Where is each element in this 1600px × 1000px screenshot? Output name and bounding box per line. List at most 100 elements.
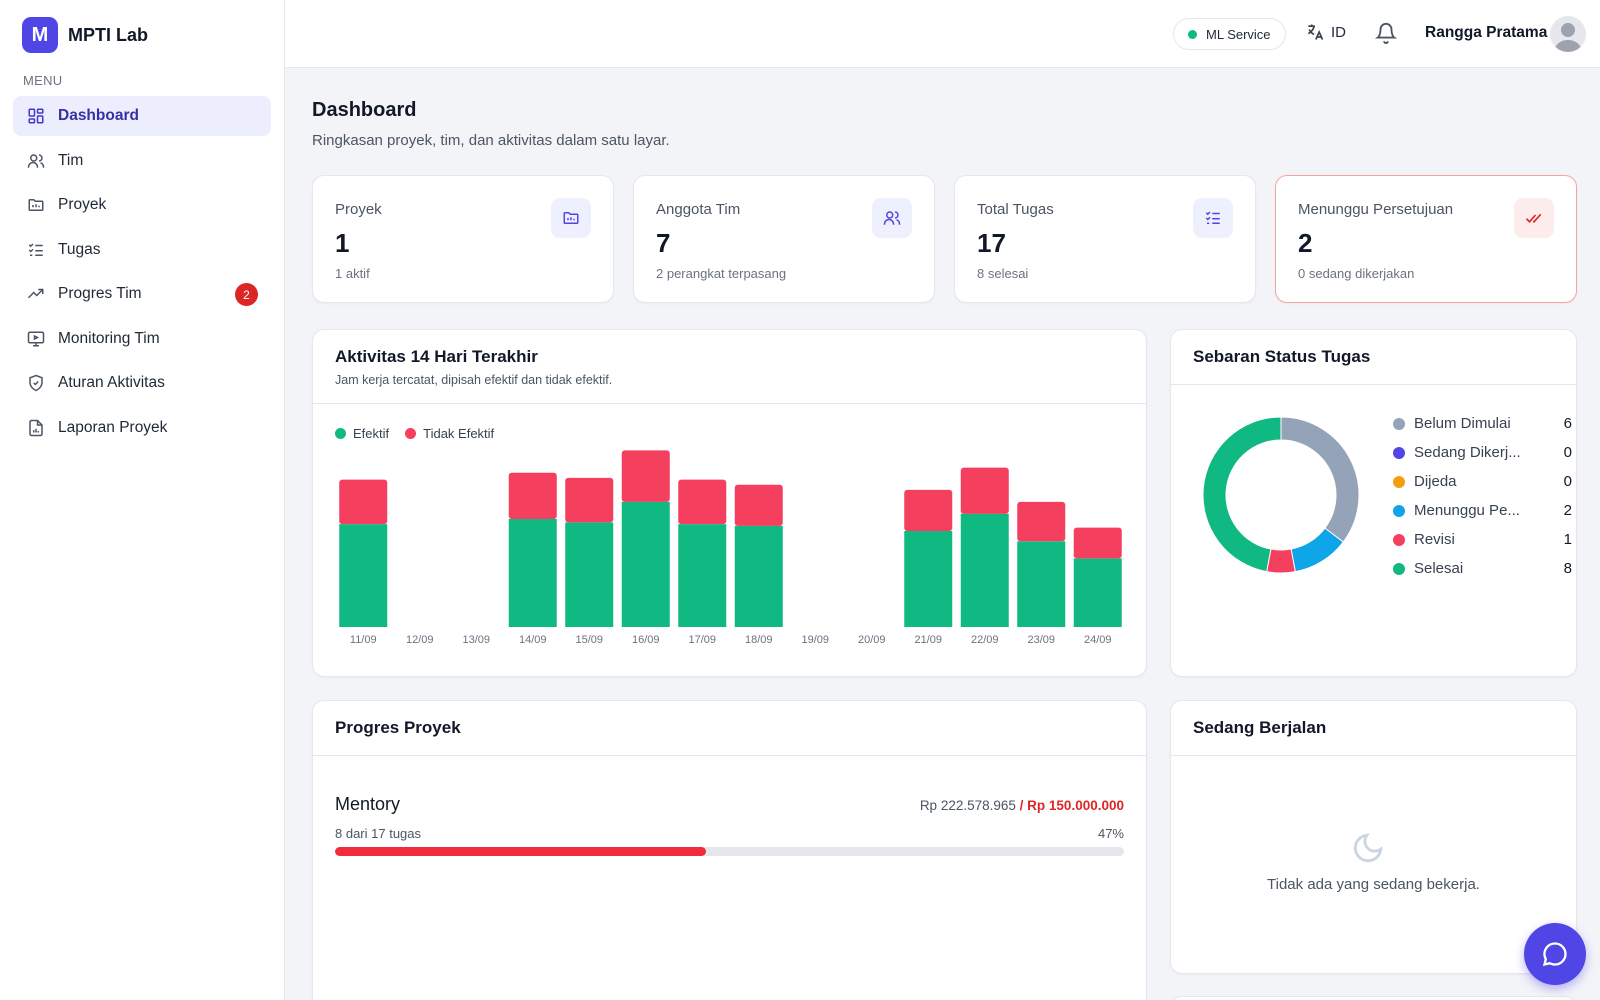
- stat-card-anggota-tim[interactable]: Anggota Tim 7 2 perangkat terpasang: [633, 175, 935, 303]
- card-title: Sebaran Status Tugas: [1193, 347, 1371, 366]
- card-header: Aktivitas 14 Hari Terakhir Jam kerja ter…: [313, 330, 1146, 404]
- legend-dot: [335, 428, 346, 439]
- stat-card-total-tugas[interactable]: Total Tugas 17 8 selesai: [954, 175, 1256, 303]
- sidebar-item-tugas[interactable]: Tugas: [13, 230, 271, 270]
- card-header: Progres Proyek: [313, 701, 1146, 756]
- bar-efektif-24-09[interactable]: [1073, 558, 1122, 627]
- x-tick-label: 18/09: [745, 634, 773, 646]
- legend-item-efektif[interactable]: Efektif: [335, 426, 389, 441]
- legend-label: Efektif: [353, 426, 390, 441]
- bar-tidak-efektif-11-09[interactable]: [339, 479, 388, 525]
- bar-efektif-17-09[interactable]: [678, 524, 727, 627]
- notification-badge: 2: [235, 283, 258, 306]
- users-icon: [872, 198, 912, 238]
- sidebar-item-proyek[interactable]: Proyek: [13, 185, 271, 225]
- stat-sub: 0 sedang dikerjakan: [1298, 266, 1415, 281]
- bar-tidak-efektif-18-09[interactable]: [734, 484, 783, 526]
- stats-row: Proyek 1 1 aktif Anggota Tim 7 2 perangk…: [312, 175, 1577, 303]
- checklist-icon: [26, 240, 46, 260]
- stat-card-proyek[interactable]: Proyek 1 1 aktif: [312, 175, 614, 303]
- user-name[interactable]: Rangga Pratama: [1425, 24, 1548, 41]
- x-tick-label: 14/09: [519, 634, 547, 646]
- project-task-count: 8 dari 17 tugas: [335, 826, 422, 841]
- bar-efektif-22-09[interactable]: [960, 513, 1009, 627]
- bar-efektif-11-09[interactable]: [339, 524, 388, 627]
- legend-item-revisi[interactable]: Revisi 1: [1393, 525, 1573, 554]
- x-tick-label: 11/09: [350, 634, 377, 646]
- budget-spent: Rp 222.578.965: [919, 798, 1016, 813]
- dashboard-grid-icon: [26, 106, 46, 126]
- sidebar-item-tim[interactable]: Tim: [13, 141, 271, 181]
- bar-efektif-18-09[interactable]: [734, 525, 783, 627]
- card-title: Aktivitas 14 Hari Terakhir: [335, 347, 538, 366]
- x-tick-label: 24/09: [1084, 634, 1112, 646]
- legend-item-tidak-efektif[interactable]: Tidak Efektif: [405, 426, 494, 441]
- sidebar-item-dashboard[interactable]: Dashboard: [13, 96, 271, 136]
- legend-dot: [1393, 475, 1405, 488]
- bar-tidak-efektif-17-09[interactable]: [678, 479, 727, 525]
- sidebar-item-laporan-proyek[interactable]: Laporan Proyek: [13, 408, 271, 448]
- stat-card-menunggu-persetujuan[interactable]: Menunggu Persetujuan 2 0 sedang dikerjak…: [1275, 175, 1577, 303]
- stat-value: 2: [1298, 228, 1313, 258]
- bar-tidak-efektif-15-09[interactable]: [565, 477, 614, 523]
- sidebar-item-monitoring-tim[interactable]: Monitoring Tim: [13, 319, 271, 359]
- language-switcher[interactable]: ID: [1305, 22, 1346, 42]
- running-card: Sedang Berjalan Tidak ada yang sedang be…: [1170, 700, 1577, 974]
- donut-slice-selesai[interactable]: [1202, 416, 1282, 573]
- brand[interactable]: M MPTI Lab: [0, 0, 284, 70]
- empty-state-text: Tidak ada yang sedang bekerja.: [1267, 876, 1480, 893]
- users-icon: [26, 151, 46, 171]
- bar-efektif-15-09[interactable]: [565, 522, 614, 627]
- legend-dot: [1393, 533, 1405, 546]
- stat-sub: 8 selesai: [977, 266, 1029, 281]
- donut-slice-revisi[interactable]: [1266, 548, 1296, 574]
- legend-count: 0: [1563, 473, 1572, 490]
- sidebar-item-aturan-aktivitas[interactable]: Aturan Aktivitas: [13, 363, 271, 403]
- sidebar-item-label: Tim: [58, 151, 84, 169]
- progress-bar: [335, 847, 1124, 856]
- sidebar-item-label: Aturan Aktivitas: [58, 374, 165, 391]
- bar-tidak-efektif-21-09[interactable]: [904, 489, 953, 531]
- shield-check-icon: [26, 373, 46, 393]
- x-tick-label: 20/09: [858, 634, 886, 646]
- legend-item-selesai[interactable]: Selesai 8: [1393, 554, 1573, 583]
- avatar[interactable]: [1550, 16, 1586, 52]
- legend-item-belum-dimulai[interactable]: Belum Dimulai 6: [1393, 409, 1573, 438]
- bar-tidak-efektif-22-09[interactable]: [960, 467, 1009, 514]
- ml-service-status[interactable]: ML Service: [1173, 18, 1286, 50]
- legend-item-sedang-dikerjakan[interactable]: Sedang Dikerj... 0: [1393, 438, 1573, 467]
- bar-efektif-16-09[interactable]: [621, 501, 670, 627]
- next-card-edge: [1170, 996, 1577, 1000]
- donut-area: Belum Dimulai 6 Sedang Dikerj... 0 Dijed…: [1171, 385, 1576, 675]
- chat-button[interactable]: [1524, 923, 1586, 985]
- activity-chart-card: Aktivitas 14 Hari Terakhir Jam kerja ter…: [312, 329, 1147, 677]
- x-tick-label: 21/09: [914, 634, 942, 646]
- notification-bell[interactable]: [1374, 22, 1398, 49]
- page-subtitle: Ringkasan proyek, tim, dan aktivitas dal…: [312, 132, 670, 149]
- legend-label: Revisi: [1414, 531, 1455, 548]
- status-distribution-card: Sebaran Status Tugas Belum Dimulai 6 Sed…: [1170, 329, 1577, 677]
- legend-dot: [1393, 504, 1405, 517]
- sidebar-item-progres-tim[interactable]: Progres Tim 2: [13, 274, 271, 314]
- project-budget: Rp 222.578.965 / Rp 150.000.000: [920, 798, 1124, 813]
- bar-efektif-23-09[interactable]: [1017, 541, 1066, 627]
- project-name: Mentory: [335, 794, 401, 814]
- budget-limit: Rp 150.000.000: [1027, 798, 1124, 813]
- legend-count: 0: [1563, 444, 1572, 461]
- donut-slice-belum-dimulai[interactable]: [1280, 416, 1360, 543]
- bar-tidak-efektif-23-09[interactable]: [1017, 501, 1066, 542]
- legend-item-menunggu-persetujuan[interactable]: Menunggu Pe... 2: [1393, 496, 1573, 525]
- stat-label: Proyek: [335, 201, 382, 218]
- stat-value: 17: [977, 228, 1006, 258]
- bar-tidak-efektif-14-09[interactable]: [508, 472, 557, 519]
- bar-tidak-efektif-16-09[interactable]: [621, 450, 670, 502]
- brand-name: MPTI Lab: [68, 24, 148, 45]
- bar-efektif-21-09[interactable]: [904, 531, 953, 627]
- bar-tidak-efektif-24-09[interactable]: [1073, 527, 1122, 559]
- sidebar-item-label: Progres Tim: [58, 285, 142, 302]
- card-header: Sedang Berjalan: [1171, 701, 1576, 756]
- bar-efektif-14-09[interactable]: [508, 519, 557, 627]
- legend-label: Belum Dimulai: [1414, 415, 1511, 432]
- monitor-icon: [26, 329, 46, 349]
- legend-item-dijeda[interactable]: Dijeda 0: [1393, 467, 1573, 496]
